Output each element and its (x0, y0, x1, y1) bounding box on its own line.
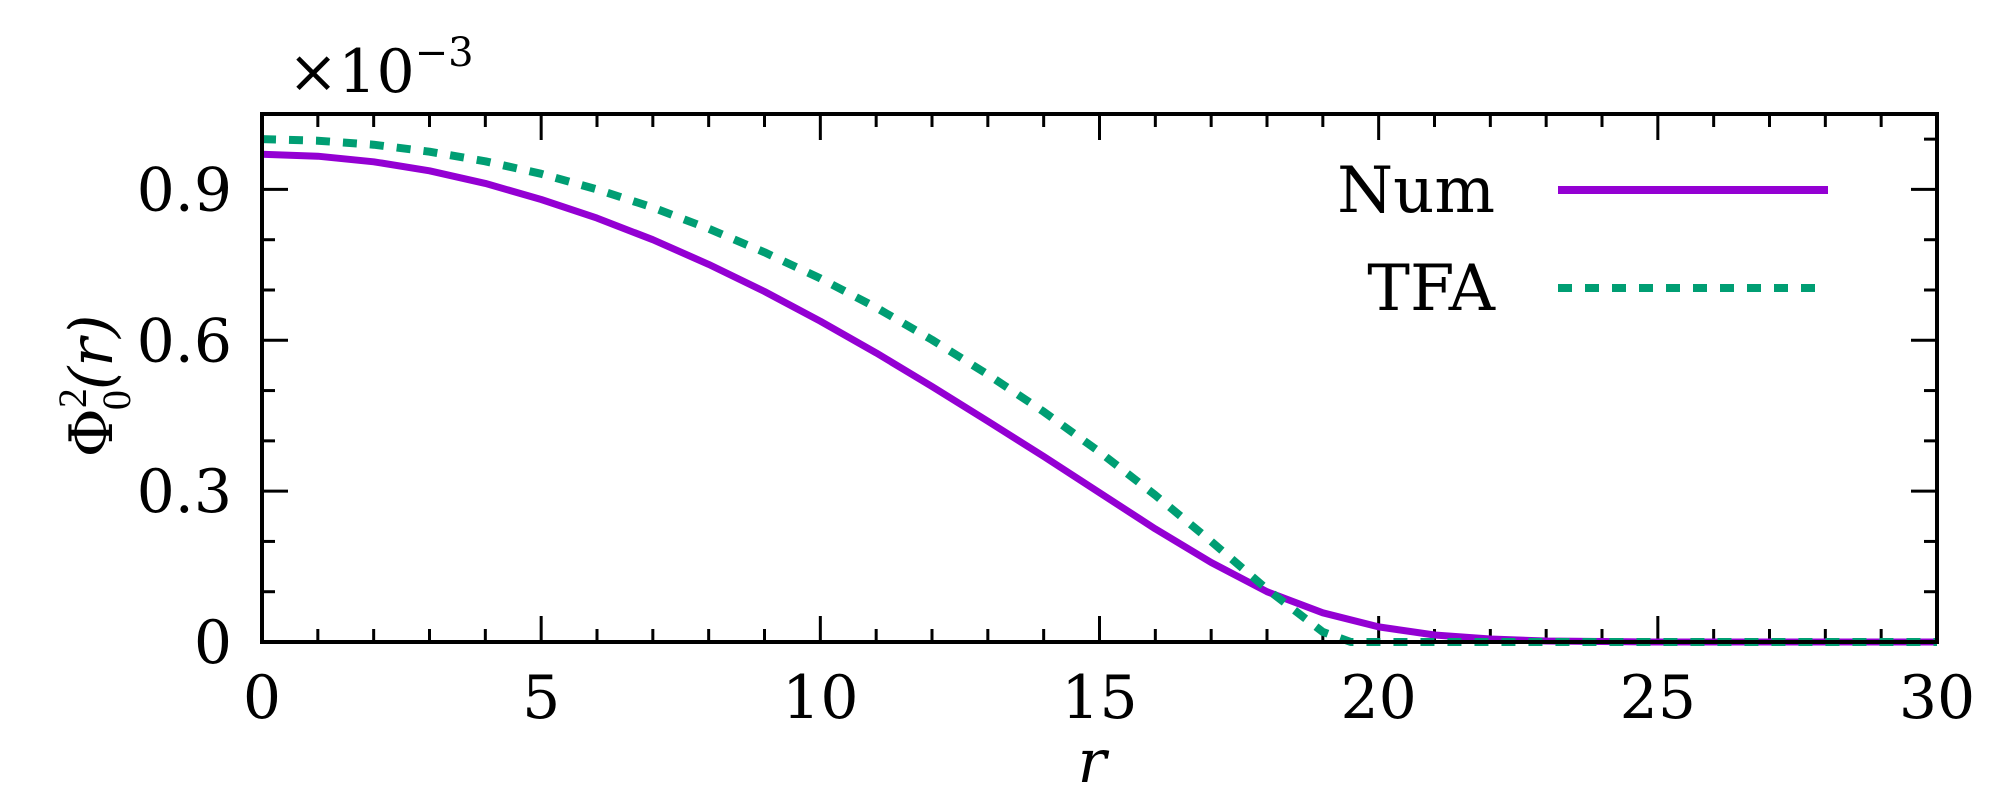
x-tick-label: 0 (243, 663, 281, 733)
y-tick-label: 0.3 (137, 457, 232, 527)
series-layer (261, 135, 1937, 646)
series-line-tfa (261, 135, 1937, 646)
series-line-num (261, 150, 1937, 646)
x-tick-label: 20 (1340, 663, 1416, 733)
tick-labels: 0 5 10 15 20 25 30 0 0.3 0.6 0.9 (137, 155, 1976, 733)
y-tick-label: 0.6 (137, 306, 232, 376)
x-tick-label: 30 (1899, 663, 1975, 733)
y-scale-factor: ×10−3 (288, 30, 474, 107)
x-tick-label: 10 (782, 663, 858, 733)
plot-area-border (260, 112, 1939, 644)
x-tick-label: 5 (522, 663, 560, 733)
y-tick-label: 0 (194, 608, 232, 678)
plot-frame (260, 112, 1939, 644)
y-axis-label: Φ20(r) (50, 315, 139, 458)
x-axis-label: r (1078, 727, 1110, 797)
legend-label: Num (1337, 154, 1495, 228)
x-tick-label: 25 (1620, 663, 1696, 733)
legend-label: TFA (1367, 252, 1496, 326)
y-tick-label: 0.9 (137, 155, 232, 225)
legend: Num TFA (1337, 154, 1828, 326)
x-tick-label: 15 (1061, 663, 1137, 733)
